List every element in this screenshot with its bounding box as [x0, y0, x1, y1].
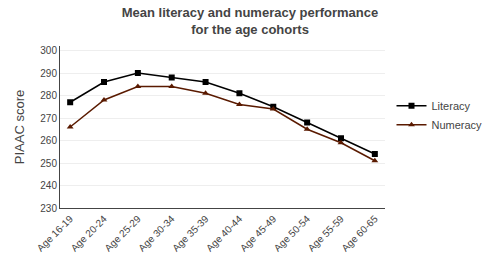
svg-text:Age 16-19: Age 16-19: [35, 213, 76, 254]
svg-text:Literacy: Literacy: [432, 100, 471, 112]
svg-text:Age 55-59: Age 55-59: [306, 213, 347, 254]
svg-text:300: 300: [40, 45, 57, 56]
svg-text:Age 50-54: Age 50-54: [272, 213, 313, 254]
svg-text:Age 60-65: Age 60-65: [339, 213, 380, 254]
svg-text:240: 240: [40, 180, 57, 191]
svg-text:Age 35-39: Age 35-39: [170, 213, 211, 254]
svg-text:270: 270: [40, 113, 57, 124]
svg-text:Age 40-44: Age 40-44: [204, 213, 245, 254]
svg-text:290: 290: [40, 68, 57, 79]
svg-text:230: 230: [40, 203, 57, 214]
svg-text:260: 260: [40, 135, 57, 146]
svg-text:280: 280: [40, 90, 57, 101]
svg-text:Mean literacy and numeracy per: Mean literacy and numeracy performancefo…: [122, 5, 379, 37]
svg-text:Age 30-34: Age 30-34: [136, 213, 177, 254]
svg-text:250: 250: [40, 158, 57, 169]
svg-text:Numeracy: Numeracy: [432, 119, 483, 131]
svg-text:Age 25-29: Age 25-29: [102, 213, 143, 254]
svg-text:PIAAC score: PIAAC score: [12, 90, 27, 164]
svg-text:Age 20-24: Age 20-24: [69, 213, 110, 254]
svg-text:Age 45-49: Age 45-49: [238, 213, 279, 254]
